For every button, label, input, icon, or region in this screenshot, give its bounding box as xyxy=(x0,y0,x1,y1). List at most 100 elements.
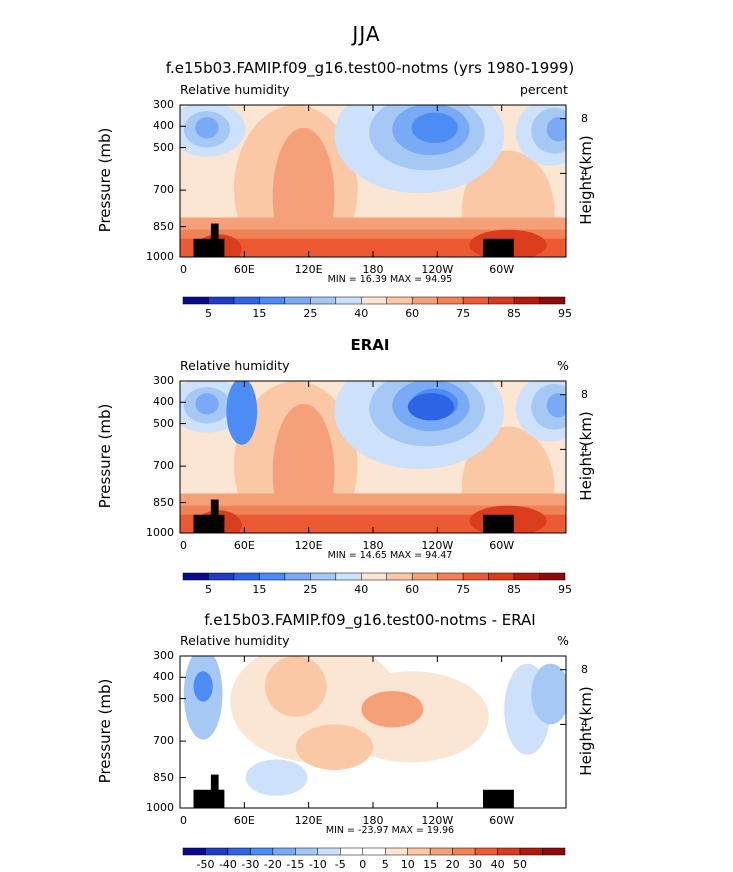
contour-region xyxy=(195,393,219,415)
y-tick-label: 400 xyxy=(153,119,174,133)
panel2-title: ERAI xyxy=(350,336,390,354)
colorbar-swatch xyxy=(474,847,498,856)
colorbar-swatch xyxy=(362,847,386,856)
colorbar-label: 40 xyxy=(354,307,369,320)
colorbar-swatch xyxy=(272,847,296,856)
panel3-left-subtitle: Relative humidity xyxy=(180,633,290,648)
contour-region xyxy=(407,393,455,421)
topography xyxy=(210,499,219,518)
colorbar-label: 60 xyxy=(405,307,420,320)
colorbar-label: 95 xyxy=(558,307,572,320)
panel1-plot xyxy=(179,104,567,258)
x-tick-label: 60E xyxy=(233,263,255,276)
y-tick-label: 1000 xyxy=(146,250,174,263)
colorbar-label: 75 xyxy=(456,583,471,596)
x-tick-label: 60E xyxy=(233,539,255,552)
colorbar-swatch xyxy=(513,572,540,581)
colorbar-label: -30 xyxy=(241,858,260,871)
y-tick-label: 500 xyxy=(153,140,174,154)
colorbar-swatch xyxy=(259,572,286,581)
contour-region xyxy=(531,663,566,725)
topography xyxy=(193,238,225,257)
panel2-colorbar xyxy=(182,572,566,581)
contour-region xyxy=(361,690,424,728)
colorbar-label: 40 xyxy=(354,583,369,596)
colorbar-swatch xyxy=(361,572,387,581)
colorbar-swatch xyxy=(233,296,260,305)
topography xyxy=(483,789,514,808)
panel2-field xyxy=(180,381,566,533)
colorbar-label: 5 xyxy=(381,858,389,871)
colorbar-swatch xyxy=(497,847,521,856)
topography xyxy=(210,223,219,242)
y-tick-label: 1000 xyxy=(146,801,174,814)
x-tick-label: 180 xyxy=(362,814,384,827)
colorbar-label: 5 xyxy=(204,583,212,596)
colorbar-swatch xyxy=(295,847,319,856)
y-tick-label: 400 xyxy=(153,395,174,409)
x-tick-label: 120E xyxy=(294,814,323,827)
colorbar-swatch xyxy=(386,296,413,305)
colorbar-swatch xyxy=(284,572,311,581)
colorbar-label: 20 xyxy=(445,858,460,871)
panel3-field xyxy=(180,656,566,808)
colorbar-swatch xyxy=(310,572,337,581)
y-tick-label: 700 xyxy=(153,183,174,197)
colorbar-label: 15 xyxy=(423,858,438,871)
y-tick-label: 850 xyxy=(153,770,174,784)
colorbar-swatch xyxy=(310,296,337,305)
topography xyxy=(193,789,225,808)
y2-tick-label: 8 xyxy=(581,387,588,401)
colorbar-swatch xyxy=(539,572,566,581)
colorbar-label: 5 xyxy=(204,307,212,320)
colorbar-label: 85 xyxy=(507,307,522,320)
colorbar-label: 25 xyxy=(303,583,318,596)
colorbar-swatch xyxy=(386,572,413,581)
topography xyxy=(193,514,225,533)
colorbar-swatch xyxy=(340,847,364,856)
x-tick-label: 180 xyxy=(362,263,384,276)
colorbar-label: -15 xyxy=(286,858,305,871)
y-tick-label: 1000 xyxy=(146,526,174,539)
colorbar-label: 25 xyxy=(303,307,318,320)
colorbar-label: 85 xyxy=(507,583,522,596)
contour-region xyxy=(195,117,219,139)
minmax-label: MIN = 14.65 MAX = 94.47 xyxy=(327,550,453,561)
colorbar-label: -50 xyxy=(196,858,215,871)
y-tick-label: 300 xyxy=(153,374,174,387)
contour-region xyxy=(264,656,327,717)
y-axis-title: Pressure (mb) xyxy=(96,403,114,509)
colorbar-swatch xyxy=(182,847,206,856)
x-tick-label: 120W xyxy=(421,814,454,827)
x-tick-label: 120E xyxy=(294,539,323,552)
colorbar-label: -5 xyxy=(334,858,346,871)
x-tick-label: 60W xyxy=(489,539,515,552)
colorbar-swatch xyxy=(384,847,408,856)
colorbar-label: 15 xyxy=(252,307,267,320)
colorbar-swatch xyxy=(284,296,311,305)
y-tick-label: 700 xyxy=(153,459,174,473)
colorbar-label: 40 xyxy=(490,858,505,871)
x-tick-label: 120W xyxy=(421,263,454,276)
y-tick-label: 500 xyxy=(153,691,174,705)
panel3-plot xyxy=(179,655,567,809)
figure-supertitle: JJA xyxy=(352,22,381,46)
colorbar-swatch xyxy=(233,572,260,581)
colorbar-swatch xyxy=(519,847,543,856)
panel1-colorbar xyxy=(182,296,566,305)
minmax-label: MIN = -23.97 MAX = 19.96 xyxy=(325,825,455,836)
colorbar-swatch xyxy=(227,847,251,856)
y-axis-title: Pressure (mb) xyxy=(96,127,114,233)
colorbar-swatch xyxy=(452,847,476,856)
y2-tick-label: 8 xyxy=(581,662,588,676)
y2-tick-label: 4 xyxy=(581,442,588,456)
colorbar-swatch xyxy=(208,572,235,581)
panel3-colorbar xyxy=(182,847,566,856)
panel1-left-subtitle: Relative humidity xyxy=(180,82,290,97)
colorbar-swatch xyxy=(437,296,464,305)
colorbar-swatch xyxy=(259,296,286,305)
topography xyxy=(210,774,219,793)
x-tick-label: 120E xyxy=(294,263,323,276)
panel2-left-subtitle: Relative humidity xyxy=(180,358,290,373)
